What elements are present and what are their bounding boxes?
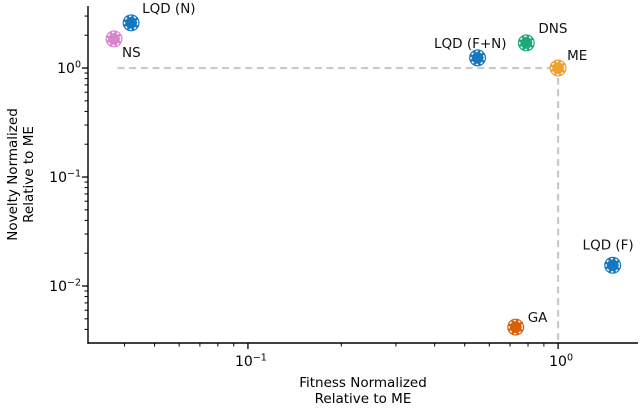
- data-point-edge-ns: [106, 31, 122, 47]
- data-point-edge-lqd-n: [123, 15, 139, 31]
- point-label-lqd-n: LQD (N): [142, 1, 195, 17]
- point-label-dns: DNS: [538, 21, 567, 37]
- y-tick-label: 10−1: [49, 169, 81, 187]
- point-label-me: ME: [567, 48, 587, 64]
- y-axis-label: Relative to ME: [21, 126, 37, 223]
- point-label-ga: GA: [528, 310, 548, 326]
- x-axis-label: Fitness Normalized: [299, 375, 427, 391]
- data-point-edge-ga: [508, 319, 523, 335]
- data-point-edge-lqd-f: [605, 257, 620, 273]
- point-label-ns: NS: [122, 45, 141, 61]
- x-tick-label: 100: [549, 353, 573, 371]
- x-tick-label: 10−1: [235, 353, 267, 371]
- x-axis-label: Relative to ME: [315, 391, 412, 407]
- data-point-edge-dns: [519, 35, 534, 51]
- y-axis-label: Novelty Normalized: [5, 108, 21, 241]
- y-tick-label: 100: [57, 60, 81, 78]
- y-tick-label: 10−2: [49, 278, 81, 296]
- point-label-lqd-f: LQD (F): [583, 237, 634, 253]
- point-label-lqd-f-n: LQD (F+N): [434, 36, 507, 52]
- data-point-edge-me: [550, 60, 566, 76]
- data-point-edge-lqd-f-n: [470, 50, 485, 66]
